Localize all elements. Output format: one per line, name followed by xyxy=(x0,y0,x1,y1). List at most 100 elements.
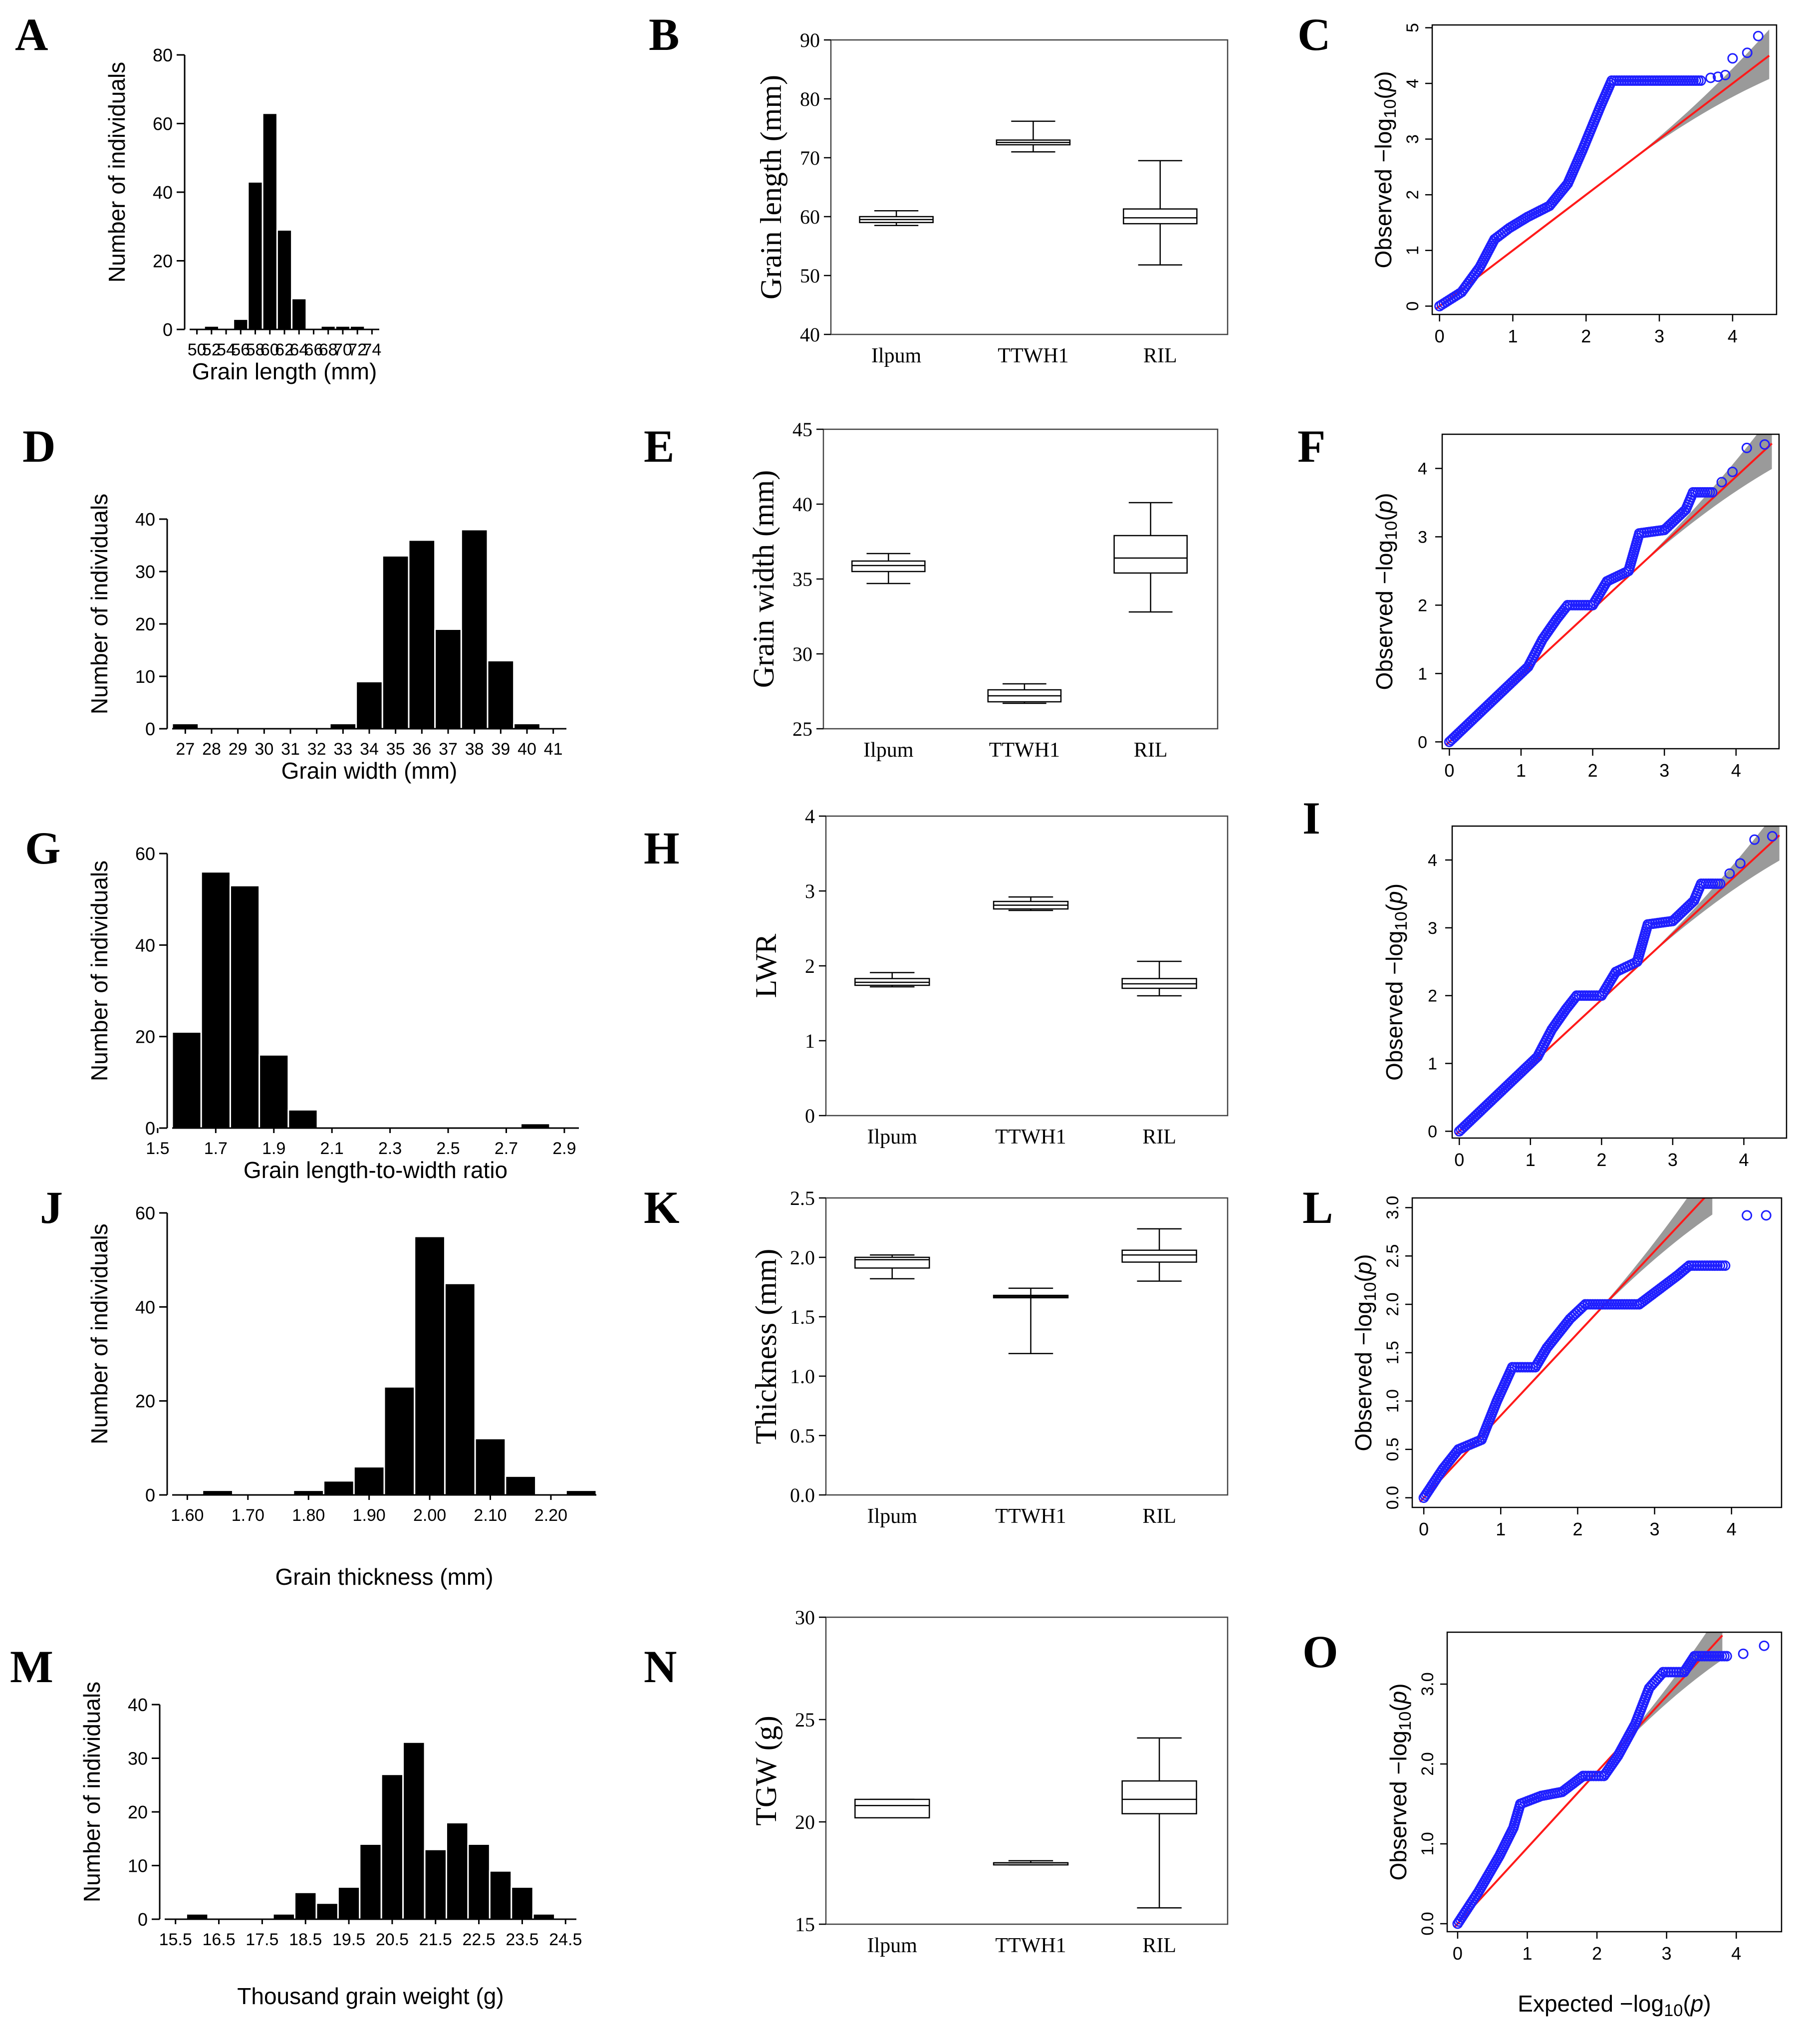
y-tick-label: 45 xyxy=(792,418,812,441)
panel-k: K 0.0 0.5 1.0 1.5 2.0 2.5 Ilpum TTWH1 RIL Thicknes… xyxy=(644,1182,1229,1528)
point xyxy=(1727,53,1738,64)
label-part: ( xyxy=(1371,513,1397,521)
y-tick-label: 3 xyxy=(1428,919,1437,938)
y-axis-label: Observed −log10(p) xyxy=(1385,1683,1415,1880)
confidence-band xyxy=(1604,29,1770,181)
point xyxy=(1715,878,1726,889)
point xyxy=(1695,75,1706,86)
p-symbol: p xyxy=(1350,1262,1376,1276)
p-symbol: p xyxy=(1385,1691,1411,1705)
x-tick-label: 54 xyxy=(217,340,236,359)
x-tick-label: 72 xyxy=(348,340,367,359)
y-tick-label: 25 xyxy=(795,1709,815,1731)
y-tick-label: 20 xyxy=(135,1027,155,1047)
panel-letter: E xyxy=(644,421,674,472)
box-ril xyxy=(1121,960,1197,997)
bar xyxy=(445,1822,469,1920)
bar xyxy=(323,1480,355,1496)
x-tick-label: RIL xyxy=(1142,1934,1176,1957)
x-tick-label: 66 xyxy=(304,340,323,359)
x-tick-label: 2.1 xyxy=(320,1139,344,1158)
x-tick-label: Ilpum xyxy=(863,739,914,762)
x-axis-label: Grain length (mm) xyxy=(192,358,377,384)
y-tick-label: 3 xyxy=(1418,528,1427,547)
y-tick-label: 80 xyxy=(800,88,820,110)
plot-frame xyxy=(825,1197,1229,1496)
point xyxy=(1727,466,1738,477)
y-tick-label: 60 xyxy=(153,114,173,134)
x-tick-label: 1.70 xyxy=(232,1506,264,1525)
label-part: ( xyxy=(1350,1274,1376,1282)
y-tick-label: 2 xyxy=(1403,190,1422,200)
y-tick-label: 5 xyxy=(1403,23,1422,32)
x-tick-label: Ilpum xyxy=(867,1934,918,1957)
bar xyxy=(291,297,307,330)
y-tick-label: 2.0 xyxy=(1418,1752,1437,1775)
point xyxy=(1742,47,1753,58)
bar xyxy=(434,628,462,730)
x-tick-label: 74 xyxy=(362,340,381,359)
x-tick-label: 2 xyxy=(1572,1519,1582,1539)
point xyxy=(1724,868,1735,879)
y-tick-label: 0 xyxy=(145,719,155,739)
expected-line xyxy=(1419,1198,1706,1503)
bar xyxy=(383,1386,416,1496)
y-tick-label: 20 xyxy=(135,614,155,634)
subscript: 10 xyxy=(1382,521,1401,540)
point xyxy=(1759,1640,1770,1651)
subscript: 10 xyxy=(1392,911,1411,930)
panel-a: A02040608050525456586062646668707274Grai… xyxy=(15,9,381,384)
x-tick-label: 2 xyxy=(1592,1943,1602,1964)
bar xyxy=(467,1843,491,1920)
bar xyxy=(513,723,541,730)
x-axis-label: Grain width (mm) xyxy=(281,758,458,784)
panel-h: H 0 1 2 3 4 Ilpum TTWH1 RIL LWR xyxy=(644,805,1229,1149)
y-tick-label: 70 xyxy=(800,147,820,169)
panel-d: D 0 10 20 30 40 27 28 29 30 31 32 33 34 35 36 37 38 39 40 41… xyxy=(22,421,566,784)
panel-j: J 0 20 40 60 1.60 1.70 1.80 1.90 2.00 2.10 2.20 Grai… xyxy=(40,1182,597,1590)
confidence-band xyxy=(1590,1632,1723,1780)
label-part: ) xyxy=(1370,71,1396,78)
x-tick-label: 1.80 xyxy=(292,1506,325,1525)
y-axis-label: Number of individuals xyxy=(86,861,112,1081)
y-tick-label: 30 xyxy=(135,562,155,582)
x-tick-label: 4 xyxy=(1728,326,1738,346)
x-tick-label: 36 xyxy=(412,740,431,759)
p-symbol: p xyxy=(1381,891,1407,905)
panel-letter: H xyxy=(644,823,680,874)
panel-letter: G xyxy=(25,823,61,874)
y-tick-label: 3 xyxy=(1403,134,1422,144)
bar xyxy=(261,112,278,330)
x-tick-label: 38 xyxy=(465,740,484,759)
y-axis-label: Grain length (mm) xyxy=(755,75,787,299)
box-ril xyxy=(1113,502,1188,613)
point xyxy=(1705,72,1716,83)
bar xyxy=(294,1891,317,1920)
y-tick-label: 3.0 xyxy=(1418,1672,1437,1696)
bar xyxy=(171,1031,202,1129)
x-tick-label: 2.9 xyxy=(552,1139,576,1158)
label-part: Observed −log xyxy=(1385,1731,1411,1880)
x-tick-label: 31 xyxy=(281,740,300,759)
point xyxy=(1682,1262,1693,1273)
bar xyxy=(229,884,260,1129)
y-tick-label: 60 xyxy=(800,206,820,228)
box-ttwh1 xyxy=(993,896,1069,911)
panel-letter: N xyxy=(644,1641,677,1692)
observed-points xyxy=(1434,30,1764,311)
box-ril xyxy=(1121,1228,1197,1282)
point xyxy=(1707,487,1718,498)
box-ilpum xyxy=(859,210,934,226)
confidence-band xyxy=(1568,1198,1713,1344)
y-axis-label: Number of individuals xyxy=(86,1223,112,1444)
y-axis-label: LWR xyxy=(750,934,782,998)
box-ril xyxy=(1121,1737,1197,1909)
box-ttwh1 xyxy=(993,1860,1069,1866)
x-tick-label: 18.5 xyxy=(289,1930,322,1949)
x-tick-label: 4 xyxy=(1731,1943,1741,1964)
panel-letter: A xyxy=(15,9,48,60)
point xyxy=(1742,1210,1753,1221)
y-tick-label: 40 xyxy=(135,935,155,955)
x-tick-label: 1.60 xyxy=(171,1506,204,1525)
plot-frame xyxy=(1411,1197,1783,1508)
